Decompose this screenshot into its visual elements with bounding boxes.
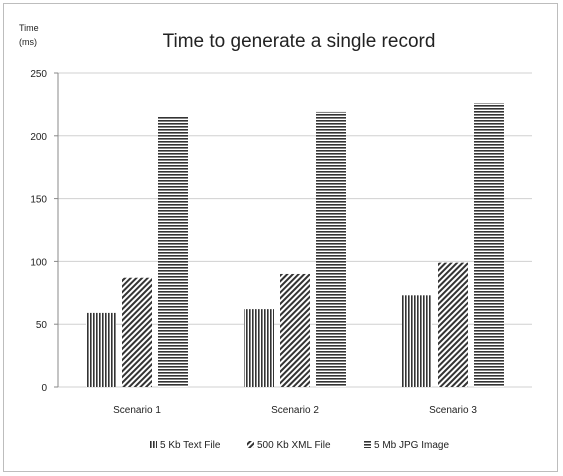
y-tick-label: 0	[41, 383, 47, 394]
x-tick-label: Scenario 2	[271, 405, 319, 416]
legend-swatch	[150, 441, 157, 448]
chart-frame	[3, 3, 558, 472]
chart-title: Time to generate a single record	[163, 31, 436, 52]
bar-1-3	[402, 295, 432, 387]
legend-swatch	[247, 441, 254, 448]
x-axis-labels: Scenario 1 Scenario 2 Scenario 3	[113, 405, 477, 416]
bar-2-2	[280, 273, 310, 387]
legend: 5 Kb Text File 500 Kb XML File 5 Mb JPG Im…	[150, 440, 449, 451]
x-tick-label: Scenario 3	[429, 405, 477, 416]
legend-swatch	[364, 441, 371, 448]
legend-label: 5 Mb JPG Image	[374, 440, 449, 451]
bar-2-3	[438, 262, 468, 387]
bars	[86, 103, 504, 388]
y-tick-label: 250	[30, 69, 47, 80]
y-axis-ticks: 0 50 100 150 200 250	[30, 69, 59, 394]
bar-1-2	[244, 309, 274, 387]
legend-label: 500 Kb XML File	[257, 440, 331, 451]
y-tick-label: 50	[36, 320, 48, 331]
y-tick-label: 150	[30, 195, 47, 206]
bar-3-2	[316, 111, 346, 387]
bar-2-1	[122, 277, 152, 387]
y-axis-label-line2: (ms)	[19, 37, 37, 47]
bar-3-3	[474, 103, 504, 388]
bar-3-1	[158, 116, 188, 388]
y-tick-label: 100	[30, 257, 47, 268]
y-tick-label: 200	[30, 132, 47, 143]
x-tick-label: Scenario 1	[113, 405, 161, 416]
legend-label: 5 Kb Text File	[160, 440, 221, 451]
y-axis-label-line1: Time	[19, 23, 39, 33]
bar-1-1	[86, 312, 116, 387]
